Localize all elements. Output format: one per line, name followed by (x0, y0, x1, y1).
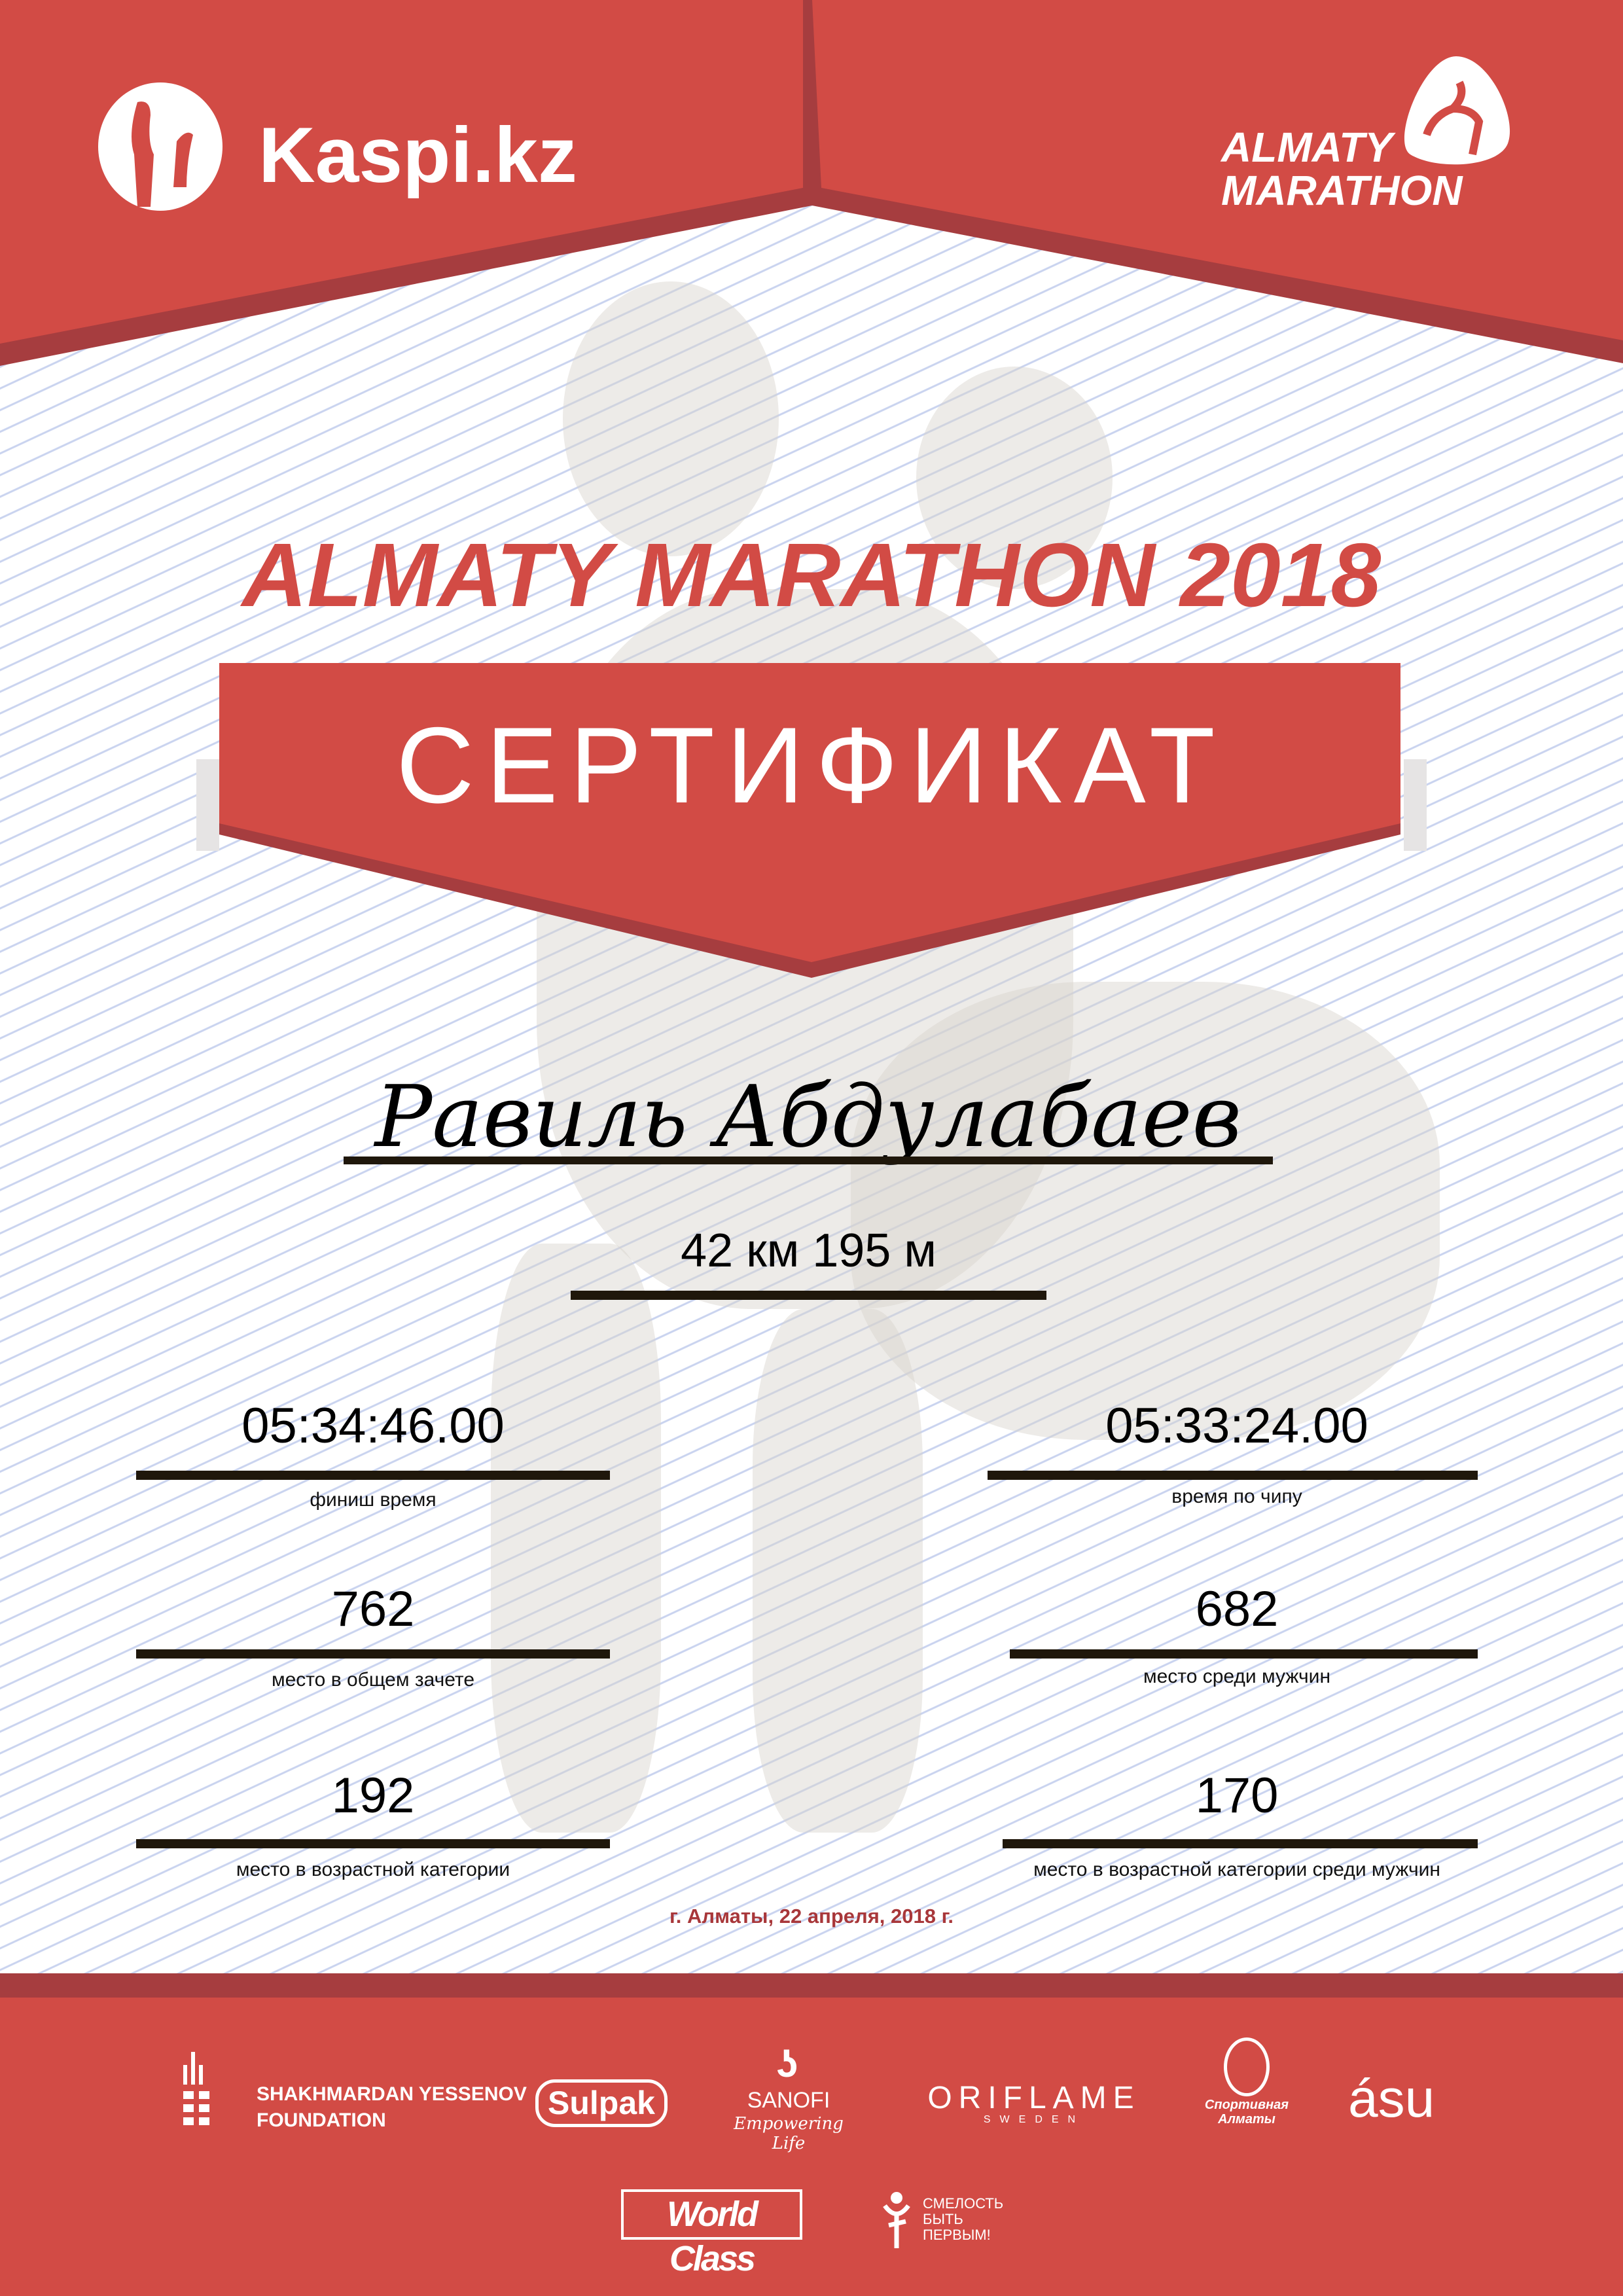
yessenov-icon (183, 2052, 209, 2125)
logo-line: Спортивная (1204, 2098, 1289, 2112)
logo-line: Алматы (1218, 2112, 1275, 2126)
asu-logo: ásu (1348, 2069, 1435, 2128)
certificate-banner (196, 663, 1427, 978)
runner-photo (916, 367, 1113, 589)
smelost-logo: СМЕЛОСТЬ БЫТЬ ПЕРВЫМ! (923, 2196, 1003, 2243)
distance: 42 км 195 м (681, 1225, 936, 1277)
chip-time-value: 05:33:24.00 (1105, 1398, 1368, 1454)
logo-line: FOUNDATION (257, 2109, 386, 2131)
sanofi-logo: SANOFI (747, 2088, 830, 2113)
stat-underline (1010, 1649, 1478, 1659)
runner-photo (851, 982, 1440, 1440)
male-age-category-place-label: место в возрастной категории среди мужчи… (1033, 1859, 1440, 1880)
sponsors-footer (0, 1998, 1623, 2296)
overall-place-value: 762 (331, 1581, 415, 1637)
logo-line: СМЕЛОСТЬ (923, 2195, 1004, 2212)
sulpak-logo: Sulpak (535, 2079, 668, 2127)
stat-underline (136, 1649, 610, 1659)
almaty-marathon-runner-icon (1404, 56, 1510, 165)
chip-time-label: время по чипу (1171, 1486, 1302, 1507)
runner-photo (753, 1309, 923, 1833)
logo-line: SHAKHMARDAN YESSENOV (257, 2083, 527, 2105)
event-title: ALMATY MARATHON 2018 (241, 525, 1382, 626)
sanofi-tagline: Empowering Life (734, 2114, 844, 2153)
finish-time-value: 05:34:46.00 (241, 1398, 505, 1454)
sanofi-bird-icon: ʖ (776, 2041, 798, 2085)
certificate-heading: СЕРТИФИКАТ (396, 705, 1227, 825)
worldclass-logo: World Class (621, 2189, 802, 2278)
age-category-place-value: 192 (331, 1768, 415, 1823)
male-place-value: 682 (1195, 1581, 1279, 1637)
logo-line: MARATHON (1221, 167, 1463, 214)
date-location: г. Алматы, 22 апреля, 2018 г. (669, 1905, 954, 1928)
name-underline (344, 1157, 1273, 1164)
oriflame-sub: SWEDEN (983, 2114, 1085, 2125)
stat-underline (136, 1471, 610, 1480)
stat-underline (136, 1839, 610, 1848)
runner-photo (563, 281, 779, 556)
almaty-marathon-logo: ALMATY MARATHON (1221, 126, 1463, 212)
kaspi-logo-text: Kaspi.kz (259, 111, 577, 199)
overall-place-label: место в общем зачете (271, 1669, 475, 1691)
footer-divider (0, 1973, 1623, 1998)
kaspi-icon (98, 82, 223, 211)
stat-underline (1003, 1839, 1478, 1848)
finish-time-label: финиш время (310, 1489, 437, 1511)
sport-almaty-emblem-icon (1224, 2037, 1270, 2096)
smelost-runner-icon (883, 2192, 910, 2248)
logo-line: ПЕРВЫМ! (923, 2227, 991, 2243)
participant-name: Равиль Абдулабаев (374, 1067, 1242, 1166)
oriflame-logo: ORIFLAME (927, 2081, 1141, 2115)
male-age-category-place-value: 170 (1195, 1768, 1279, 1823)
stat-underline (988, 1471, 1478, 1480)
yessenov-logo: SHAKHMARDAN YESSENOV FOUNDATION (257, 2081, 527, 2134)
header-band (0, 0, 1623, 366)
runner-photo (491, 1244, 661, 1833)
logo-line: БЫТЬ (923, 2211, 963, 2227)
male-place-label: место среди мужчин (1143, 1666, 1331, 1687)
age-category-place-label: место в возрастной категории (236, 1859, 510, 1880)
sport-almaty-logo: Спортивная Алматы (1194, 2098, 1299, 2126)
distance-underline (571, 1291, 1046, 1300)
logo-line: ALMATY (1221, 124, 1393, 171)
